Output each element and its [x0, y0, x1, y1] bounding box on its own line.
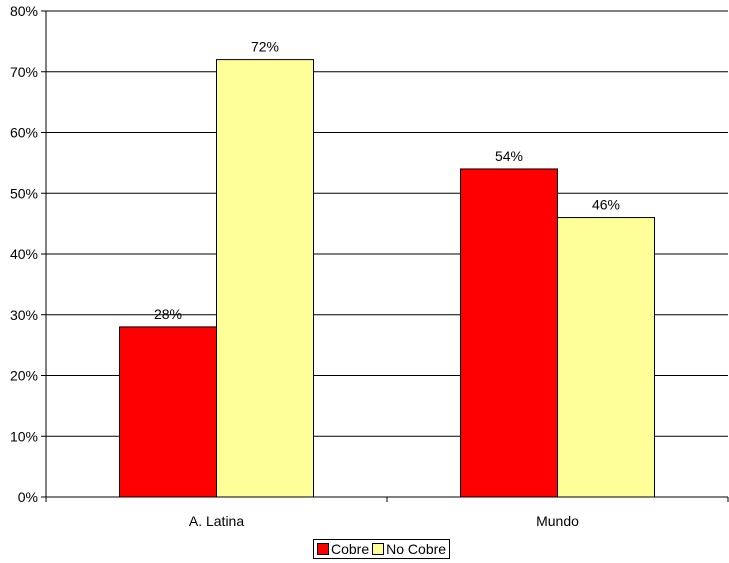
y-tick-label-2: 20%: [10, 368, 38, 384]
legend-label-no-cobre: No Cobre: [386, 541, 447, 557]
legend-label-cobre: Cobre: [331, 541, 370, 557]
bar-no-cobre-1: [557, 217, 655, 498]
legend-swatch-cobre: [317, 543, 329, 555]
legend-swatch-no-cobre: [372, 543, 385, 555]
data-label-1-0: 72%: [251, 39, 279, 55]
y-tick-label-3: 30%: [10, 307, 38, 323]
x-category-label-1: Mundo: [536, 513, 579, 529]
y-tick-label-1: 10%: [10, 428, 38, 444]
bar-no-cobre-0: [216, 59, 314, 498]
y-tick-label-6: 60%: [10, 125, 38, 141]
legend-item-cobre: Cobre: [317, 541, 369, 557]
chart-legend: Cobre No Cobre: [313, 539, 451, 559]
bar-cobre-1: [460, 168, 558, 498]
legend-item-no-cobre: No Cobre: [372, 541, 446, 557]
y-tick-label-5: 50%: [10, 185, 38, 201]
y-tick-label-4: 40%: [10, 246, 38, 262]
data-label-0-0: 28%: [154, 306, 182, 322]
bar-cobre-0: [119, 326, 217, 498]
data-label-1-1: 46%: [592, 197, 620, 213]
y-tick-label-7: 70%: [10, 64, 38, 80]
x-category-label-0: A. Latina: [189, 513, 244, 529]
y-tick-label-8: 80%: [10, 3, 38, 19]
data-label-0-1: 54%: [495, 148, 523, 164]
y-tick-label-0: 0%: [18, 489, 38, 505]
